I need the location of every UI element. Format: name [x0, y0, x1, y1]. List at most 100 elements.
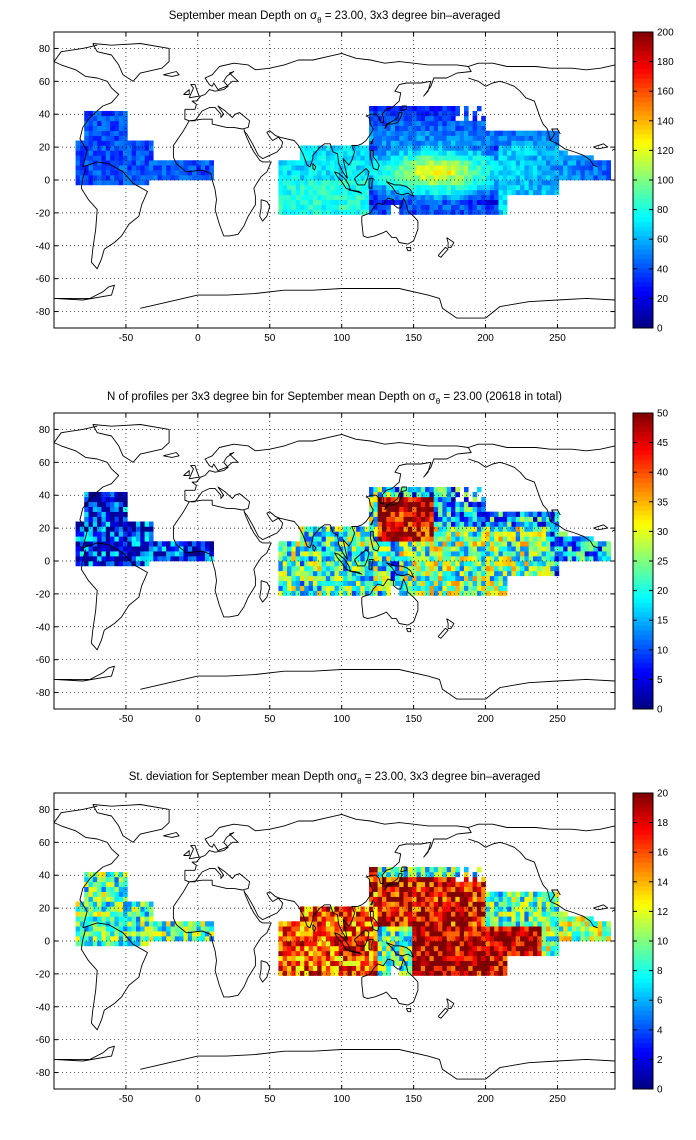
- data-bin: [334, 916, 340, 922]
- data-bin: [403, 867, 409, 873]
- colorbar-tick-label: 30: [657, 527, 669, 538]
- data-bin: [127, 901, 132, 907]
- data-bin: [364, 541, 370, 547]
- data-bin: [442, 526, 447, 532]
- data-bin: [442, 546, 447, 552]
- data-bin: [369, 184, 374, 191]
- data-bin: [75, 521, 81, 527]
- data-bin: [97, 165, 102, 171]
- data-bin: [295, 960, 301, 966]
- data-bin: [412, 871, 417, 878]
- data-bin: [394, 541, 400, 547]
- data-bin: [291, 565, 296, 572]
- data-bin: [468, 199, 473, 205]
- data-bin: [356, 936, 361, 942]
- data-bin: [485, 189, 491, 196]
- data-bin: [131, 521, 137, 527]
- colorbar-segment: [633, 1005, 653, 1011]
- data-bin: [282, 199, 288, 205]
- data-bin: [373, 945, 378, 952]
- data-bin: [399, 199, 404, 205]
- coastline: [370, 519, 374, 526]
- colorbar-segment: [633, 318, 653, 324]
- data-bin: [114, 541, 120, 547]
- data-bin: [550, 170, 555, 176]
- data-bin: [416, 125, 422, 131]
- data-bin: [412, 487, 417, 493]
- coastline: [183, 470, 190, 476]
- panel-title: N of profiles per 3x3 degree bin for Sep…: [107, 391, 562, 406]
- data-bin: [589, 160, 594, 166]
- data-bin: [589, 921, 594, 927]
- data-bin: [489, 160, 495, 166]
- colorbar-segment: [633, 244, 653, 250]
- data-bin: [291, 165, 296, 171]
- data-bin: [308, 590, 314, 596]
- data-bin: [317, 960, 322, 966]
- data-bin: [420, 867, 426, 873]
- data-bin: [459, 194, 465, 201]
- data-bin: [105, 526, 111, 532]
- colorbar-segment: [633, 561, 653, 567]
- data-bin: [343, 941, 348, 947]
- data-bin: [161, 165, 167, 171]
- data-bin: [455, 561, 460, 567]
- data-bin: [502, 955, 508, 962]
- data-bin: [451, 145, 456, 151]
- data-bin: [494, 970, 499, 976]
- data-bin: [481, 585, 486, 591]
- data-bin: [291, 965, 296, 971]
- data-bin: [576, 551, 581, 557]
- data-bin: [584, 921, 590, 927]
- data-bin: [416, 531, 422, 537]
- data-bin: [79, 165, 85, 171]
- data-bin: [92, 180, 98, 186]
- data-bin: [386, 590, 391, 596]
- data-bin: [533, 516, 538, 522]
- data-bin: [481, 955, 486, 962]
- data-bin: [347, 955, 353, 962]
- colorbar-segment: [633, 570, 653, 576]
- data-bin: [131, 941, 137, 947]
- data-bin: [187, 541, 193, 547]
- data-bin: [515, 165, 521, 171]
- data-bin: [446, 204, 452, 210]
- data-bin: [407, 506, 413, 512]
- data-bin: [442, 911, 447, 917]
- data-bin: [287, 921, 292, 927]
- data-bin: [489, 965, 495, 971]
- data-bin: [403, 531, 409, 537]
- data-bin: [446, 546, 452, 552]
- data-bin: [291, 541, 296, 547]
- data-bin: [196, 921, 202, 927]
- data-bin: [394, 521, 400, 527]
- data-bin: [489, 565, 495, 572]
- data-bin: [88, 165, 94, 171]
- data-bin: [101, 511, 107, 517]
- data-bin: [148, 145, 154, 151]
- data-bin: [144, 926, 150, 932]
- data-bin: [386, 160, 391, 166]
- data-bin: [308, 945, 314, 952]
- colorbar-segment: [633, 431, 653, 437]
- data-bin: [528, 556, 534, 562]
- data-bin: [110, 536, 115, 542]
- data-bin: [131, 531, 137, 537]
- data-bin: [140, 155, 145, 161]
- data-bin: [429, 496, 435, 503]
- data-bin: [282, 160, 288, 166]
- data-bin: [476, 580, 482, 586]
- data-bin: [148, 526, 154, 532]
- data-bin: [554, 891, 560, 897]
- data-bin: [412, 585, 417, 591]
- data-bin: [88, 541, 94, 547]
- data-bin: [554, 941, 560, 947]
- data-bin: [381, 165, 387, 171]
- data-bin: [412, 565, 417, 572]
- colorbar-segment: [633, 505, 653, 511]
- data-bin: [489, 955, 495, 962]
- colorbar-segment: [633, 820, 653, 826]
- data-bin: [312, 570, 318, 577]
- data-bin: [507, 921, 512, 927]
- data-bin: [451, 881, 456, 888]
